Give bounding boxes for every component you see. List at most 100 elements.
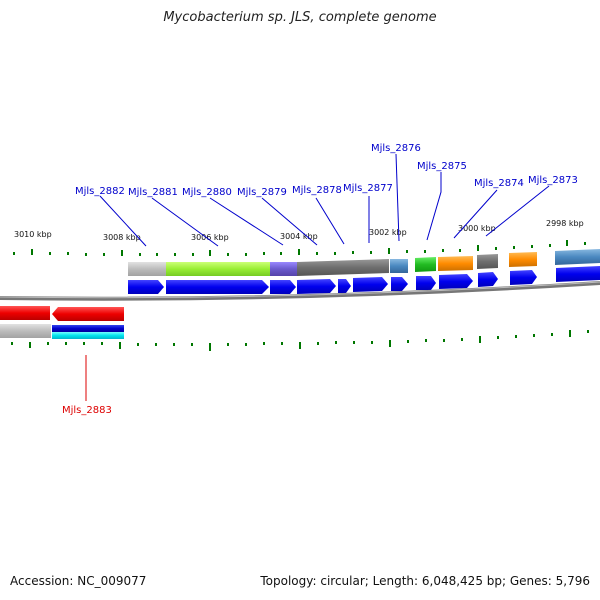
tick-mark <box>13 252 15 255</box>
tick-mark <box>497 336 499 339</box>
tick-mark <box>85 253 87 256</box>
tick-mark <box>227 253 229 256</box>
gene-label[interactable]: Mjls_2878 <box>292 185 342 196</box>
cog-block <box>509 252 537 267</box>
gene-label[interactable]: Mjls_2876 <box>371 143 421 154</box>
cog-block <box>555 249 600 265</box>
tick-mark <box>227 343 229 346</box>
tick-mark <box>280 252 282 255</box>
cog-block <box>438 256 473 271</box>
gene-label-reverse[interactable]: Mjls_2883 <box>62 405 112 416</box>
tick-mark <box>424 250 426 253</box>
tick-mark <box>533 334 535 337</box>
tick-mark <box>569 330 571 337</box>
tick-mark <box>263 342 265 345</box>
tick-mark <box>49 252 51 255</box>
gene-label[interactable]: Mjls_2877 <box>343 183 393 194</box>
cds-arrow <box>416 276 436 290</box>
tick-mark <box>389 340 391 347</box>
tick-mark <box>495 247 497 250</box>
cds-arrow <box>270 280 296 294</box>
leader-line <box>209 197 284 246</box>
tick-mark <box>316 252 318 255</box>
tick-mark <box>173 343 175 346</box>
accession-text: Accession: NC_009077 <box>10 574 147 588</box>
cog-block <box>270 262 297 276</box>
gene-label[interactable]: Mjls_2873 <box>528 175 578 186</box>
tick-mark <box>479 336 481 343</box>
leader-line <box>395 153 400 242</box>
tick-mark <box>370 251 372 254</box>
gene-label[interactable]: Mjls_2880 <box>182 187 232 198</box>
cog-block <box>52 325 124 332</box>
tick-mark <box>566 240 568 246</box>
tick-mark <box>425 339 427 342</box>
gene-label[interactable]: Mjls_2879 <box>237 187 287 198</box>
tick-mark <box>551 333 553 336</box>
gene-label[interactable]: Mjls_2875 <box>417 161 467 172</box>
tick-mark <box>477 245 479 251</box>
cds-arrow <box>52 307 124 321</box>
label-leader-lines <box>99 153 550 247</box>
tick-mark <box>281 342 283 345</box>
tick-mark <box>174 253 176 256</box>
tick-mark <box>121 250 123 256</box>
scale-label-3008: 3008 kbp <box>103 233 141 242</box>
tick-mark <box>443 339 445 342</box>
tick-mark <box>137 343 139 346</box>
scale-label-3000: 3000 kbp <box>458 224 496 233</box>
cds-arrow <box>439 274 473 289</box>
map-title: Mycobacterium sp. JLS, complete genome <box>163 10 437 25</box>
tick-mark <box>549 244 551 247</box>
tick-mark <box>515 335 517 338</box>
tick-mark <box>31 249 33 255</box>
leader-line <box>261 197 318 246</box>
leader-line <box>315 197 345 245</box>
cds-arrow <box>510 270 537 285</box>
cog-block <box>166 262 270 276</box>
cds-arrow <box>478 272 498 287</box>
tick-mark <box>65 342 67 345</box>
tick-mark <box>156 253 158 256</box>
tick-mark <box>47 342 49 345</box>
gene-label[interactable]: Mjls_2882 <box>75 186 125 197</box>
cog-block <box>477 254 498 269</box>
cog-block <box>415 257 436 272</box>
tick-mark <box>317 342 319 345</box>
genome-backbone <box>0 281 600 301</box>
gene-label[interactable]: Mjls_2881 <box>128 187 178 198</box>
cds-arrow <box>166 280 269 294</box>
tick-mark <box>407 340 409 343</box>
tick-mark <box>119 342 121 349</box>
tick-mark <box>191 343 193 346</box>
cog-block <box>297 259 389 276</box>
cds-arrow <box>128 280 164 294</box>
tick-mark <box>101 342 103 345</box>
cds-arrow <box>353 277 388 292</box>
scale-label-3006: 3006 kbp <box>191 233 229 242</box>
tick-mark <box>245 253 247 256</box>
tick-mark <box>371 341 373 344</box>
tick-mark <box>335 341 337 344</box>
tick-mark <box>155 343 157 346</box>
tick-mark <box>29 342 31 348</box>
gene-label[interactable]: Mjls_2874 <box>474 178 524 189</box>
genome-summary-text: Topology: circular; Length: 6,048,425 bp… <box>260 574 590 588</box>
cds-arrow <box>556 266 600 282</box>
tick-mark <box>442 249 444 252</box>
tick-mark <box>209 343 211 351</box>
cog-category-track <box>128 249 600 276</box>
scale-labels: 3010 kbp 3008 kbp 3006 kbp 3004 kbp 3002… <box>14 219 584 242</box>
tick-mark <box>587 330 589 333</box>
tick-mark <box>83 342 85 345</box>
scale-label-3010: 3010 kbp <box>14 230 52 239</box>
tick-mark <box>531 245 533 248</box>
cog-block <box>128 262 166 276</box>
reverse-cog-track <box>0 324 124 339</box>
scale-label-2998: 2998 kbp <box>546 219 584 228</box>
leader-line <box>453 189 498 239</box>
forward-cds-track <box>128 266 600 294</box>
cog-block <box>52 332 124 339</box>
tick-mark <box>245 343 247 346</box>
